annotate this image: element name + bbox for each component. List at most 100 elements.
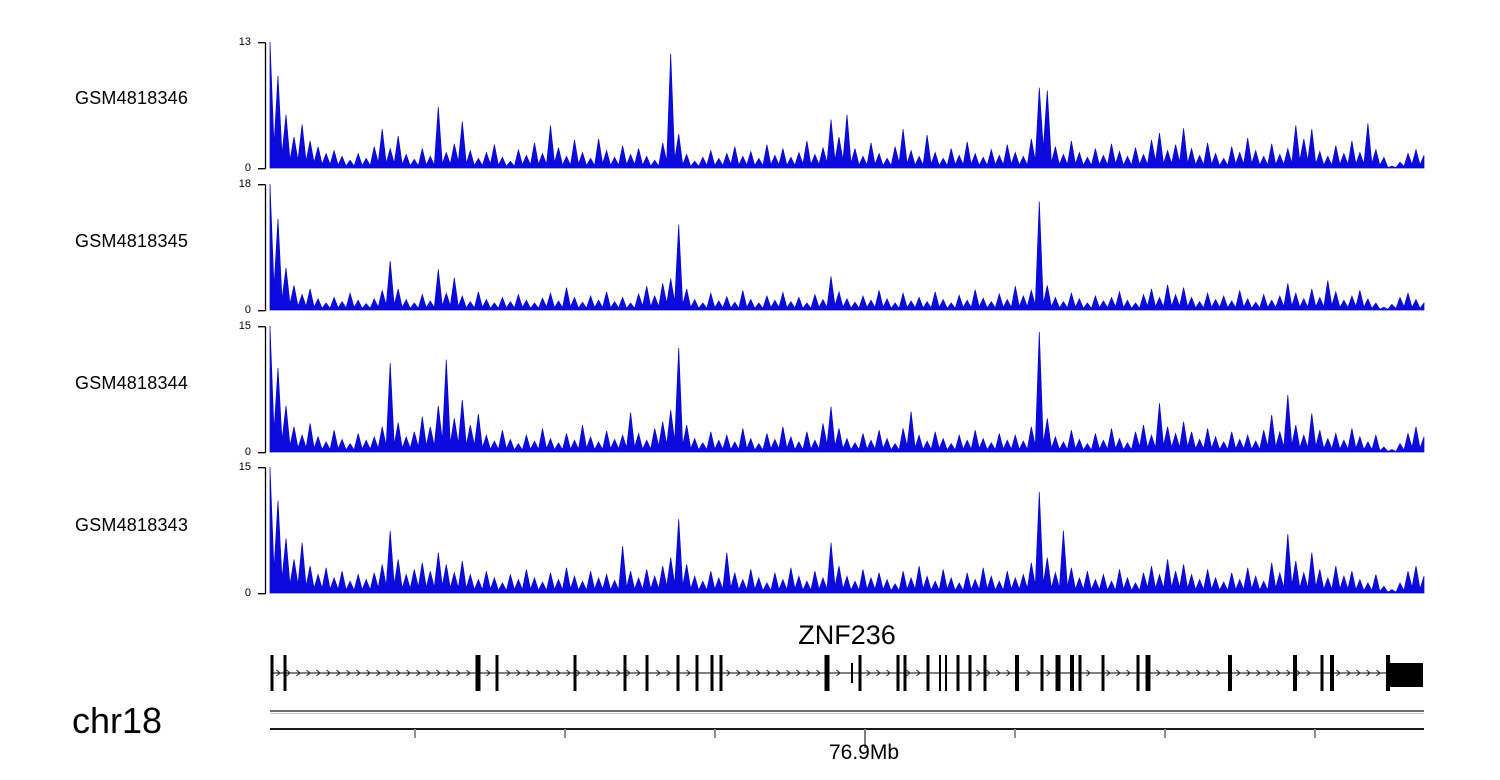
- y-axis-max-label: 18: [238, 178, 251, 190]
- exon: [710, 655, 714, 691]
- gene-model-svg: [270, 655, 1423, 691]
- strand-arrow-icon: [1006, 669, 1011, 677]
- strand-arrow-icon: [346, 669, 351, 677]
- strand-arrow-icon: [1106, 669, 1111, 677]
- exon: [939, 655, 941, 691]
- ruler-minor-tick: [414, 729, 416, 738]
- strand-arrow-icon: [796, 669, 801, 677]
- chromosome-name-label: chr18: [72, 700, 163, 741]
- track-label: GSM4818343: [75, 515, 189, 535]
- exon: [719, 655, 723, 691]
- strand-arrow-icon: [976, 669, 981, 677]
- strand-arrow-icon: [786, 669, 791, 677]
- y-axis-zero-label: 0: [244, 162, 251, 174]
- strand-arrow-icon: [406, 669, 411, 677]
- y-axis-zero-label: 0: [244, 304, 251, 316]
- exon: [968, 655, 972, 691]
- strand-arrow-icon: [1336, 669, 1341, 677]
- strand-arrow-icon: [396, 669, 401, 677]
- strand-arrow-icon: [1276, 669, 1281, 677]
- strand-arrow-icon: [836, 669, 841, 677]
- strand-arrow-icon: [736, 669, 741, 677]
- strand-arrow-icon: [296, 669, 301, 677]
- strand-arrow-icon: [486, 669, 491, 677]
- strand-arrow-icon: [386, 669, 391, 677]
- strand-arrow-icon: [1306, 669, 1311, 677]
- strand-arrow-icon: [516, 669, 521, 677]
- exon: [1386, 655, 1390, 691]
- strand-arrow-icon: [586, 669, 591, 677]
- exon: [1040, 655, 1044, 691]
- exon: [475, 655, 481, 691]
- ruler-position-label: 76.9Mb: [828, 741, 900, 764]
- exon: [956, 655, 960, 691]
- y-axis-zero-label: 0: [244, 587, 251, 599]
- strand-arrow-icon: [1116, 669, 1121, 677]
- exon: [1015, 655, 1019, 691]
- strand-arrow-icon: [466, 669, 471, 677]
- exon: [695, 655, 699, 691]
- signal-track-svg: [258, 42, 1425, 170]
- exon: [824, 655, 830, 691]
- exon: [1145, 655, 1151, 691]
- strand-arrow-icon: [686, 669, 691, 677]
- strand-arrow-icon: [536, 669, 541, 677]
- strand-arrow-icon: [616, 669, 621, 677]
- strand-arrow-icon: [446, 669, 451, 677]
- exon: [283, 655, 287, 691]
- gene-name-label: ZNF236: [798, 620, 896, 650]
- exon: [926, 655, 930, 691]
- strand-arrow-icon: [566, 669, 571, 677]
- ruler-minor-tick: [1014, 729, 1016, 738]
- strand-arrow-icon: [1166, 669, 1171, 677]
- terminal-exon-box: [1390, 663, 1423, 687]
- strand-arrow-icon: [806, 669, 811, 677]
- ruler-minor-tick: [1314, 729, 1316, 738]
- strand-arrow-icon: [1236, 669, 1241, 677]
- ruler-minor-tick: [714, 729, 716, 738]
- exon: [1330, 655, 1334, 691]
- strand-arrow-icon: [986, 669, 991, 677]
- exon: [676, 655, 680, 691]
- strand-arrow-icon: [1156, 669, 1161, 677]
- signal-track-svg: [258, 184, 1425, 312]
- exon: [495, 655, 499, 691]
- ruler-major-tick: [864, 729, 866, 748]
- strand-arrow-icon: [526, 669, 531, 677]
- signal-track-svg: [258, 326, 1425, 454]
- strand-arrow-icon: [606, 669, 611, 677]
- strand-arrow-icon: [1176, 669, 1181, 677]
- exon: [851, 663, 853, 683]
- strand-arrow-icon: [436, 669, 441, 677]
- strand-arrow-icon: [326, 669, 331, 677]
- exon: [645, 655, 649, 691]
- strand-arrow-icon: [1206, 669, 1211, 677]
- strand-arrow-icon: [556, 669, 561, 677]
- strand-arrow-icon: [766, 669, 771, 677]
- strand-arrow-icon: [906, 669, 911, 677]
- strand-arrow-icon: [576, 669, 581, 677]
- exon: [903, 655, 907, 691]
- strand-arrow-icon: [456, 669, 461, 677]
- strand-arrow-icon: [636, 669, 641, 677]
- track-label: GSM4818345: [75, 231, 189, 251]
- strand-arrow-icon: [1216, 669, 1221, 677]
- coverage-area: [269, 184, 1425, 311]
- strand-arrow-icon: [376, 669, 381, 677]
- strand-arrow-icon: [506, 669, 511, 677]
- strand-arrow-icon: [366, 669, 371, 677]
- coverage-area: [269, 467, 1425, 594]
- exon: [945, 655, 947, 691]
- strand-arrow-icon: [1346, 669, 1351, 677]
- strand-arrow-icon: [1296, 669, 1301, 677]
- strand-arrow-icon: [756, 669, 761, 677]
- strand-arrow-icon: [746, 669, 751, 677]
- exon: [896, 655, 900, 691]
- strand-arrow-icon: [916, 669, 921, 677]
- strand-arrow-icon: [886, 669, 891, 677]
- strand-arrow-icon: [1246, 669, 1251, 677]
- strand-arrow-icon: [546, 669, 551, 677]
- y-axis-zero-label: 0: [244, 446, 251, 458]
- strand-arrow-icon: [1286, 669, 1291, 677]
